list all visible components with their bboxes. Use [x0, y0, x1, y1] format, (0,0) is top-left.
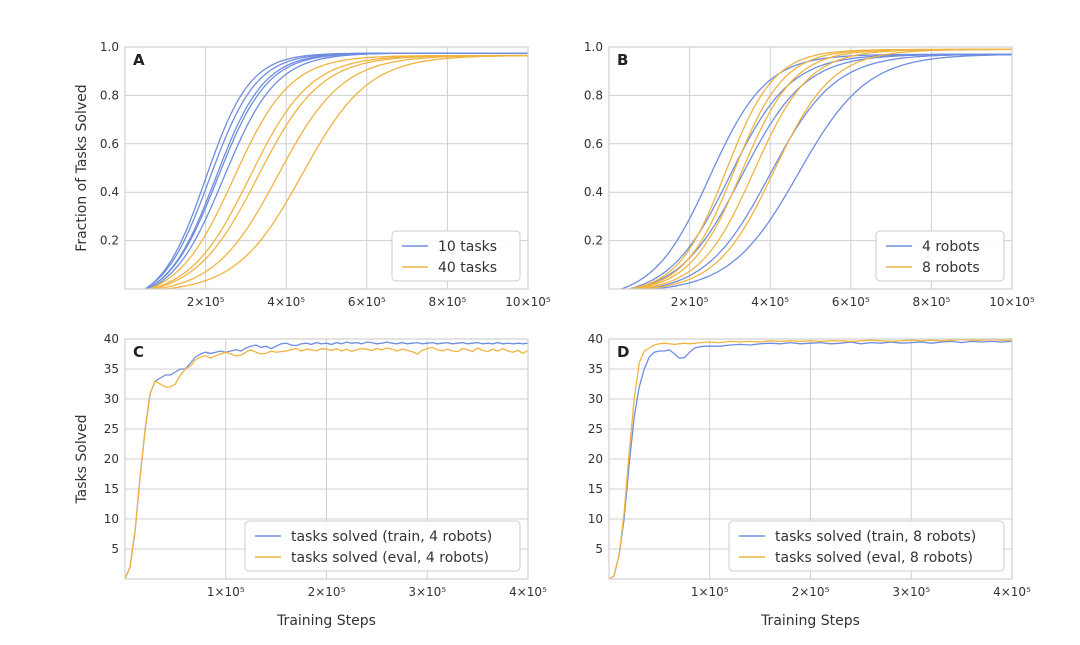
- legend-label: 40 tasks: [438, 260, 497, 276]
- x-tick-label: 6×10⁵: [832, 295, 870, 309]
- y-tick-label: 20: [588, 452, 603, 466]
- y-tick-label: 0.4: [584, 185, 603, 199]
- series-line-blue: [148, 52, 528, 289]
- plot-frame: [608, 338, 1013, 580]
- x-tick-label: 10×10⁵: [989, 295, 1035, 309]
- y-tick-label: 15: [104, 482, 119, 496]
- x-tick-label: 3×10⁵: [892, 585, 930, 599]
- x-tick-label: 8×10⁵: [913, 295, 951, 309]
- series-line-orange: [643, 48, 1012, 289]
- legend-label: 10 tasks: [438, 239, 497, 255]
- series-line-blue: [609, 340, 1012, 579]
- x-tick-label: 4×10⁵: [509, 585, 547, 599]
- y-axis-label: Fraction of Tasks Solved: [74, 84, 90, 251]
- y-tick-label: 0.8: [100, 88, 119, 102]
- x-tick-label: 2×10⁵: [792, 585, 830, 599]
- legend: 4 robots 8 robots: [875, 230, 1005, 282]
- legend-label: 8 robots: [922, 260, 980, 276]
- x-tick-label: 6×10⁵: [348, 295, 386, 309]
- legend-label: tasks solved (eval, 4 robots): [291, 550, 489, 566]
- x-tick-label: 3×10⁵: [408, 585, 446, 599]
- x-tick-label: 8×10⁵: [429, 295, 467, 309]
- y-tick-label: 0.4: [100, 185, 119, 199]
- legend-box: [875, 230, 1005, 282]
- panel-label: A: [133, 51, 145, 69]
- y-tick-label: 5: [595, 542, 603, 556]
- y-axis-label: Tasks Solved: [74, 414, 90, 504]
- panel-A: 2×10⁵ 4×10⁵ 6×10⁵ 8×10⁵ 10×10⁵ 0.2 0.4 0.6 0.8 1.…: [74, 40, 551, 309]
- x-tick-label: 2×10⁵: [187, 295, 225, 309]
- legend-label: tasks solved (eval, 8 robots): [775, 550, 973, 566]
- legend-label: tasks solved (train, 4 robots): [291, 529, 492, 545]
- legend-label: tasks solved (train, 8 robots): [775, 529, 976, 545]
- plot-frame: [124, 338, 529, 580]
- series-line-orange: [165, 55, 528, 289]
- series-line-orange: [157, 54, 528, 289]
- y-tick-label: 35: [104, 362, 119, 376]
- panel-label: D: [617, 343, 629, 361]
- series-line-blue: [653, 54, 1012, 289]
- x-tick-label: 2×10⁵: [308, 585, 346, 599]
- x-tick-label: 1×10⁵: [691, 585, 729, 599]
- x-tick-label: 4×10⁵: [993, 585, 1031, 599]
- y-tick-label: 40: [104, 332, 119, 346]
- panel-D: 1×10⁵ 2×10⁵ 3×10⁵ 4×10⁵ 5 10 15 20 25 30 35 40 D Trai…: [588, 332, 1031, 629]
- y-tick-label: 25: [104, 422, 119, 436]
- plot-frame: [124, 46, 529, 290]
- x-tick-label: 2×10⁵: [671, 295, 709, 309]
- series-line-orange: [609, 338, 1012, 579]
- series-line-blue: [645, 53, 1012, 289]
- y-tick-label: 1.0: [584, 40, 603, 54]
- legend-box: [728, 520, 1005, 572]
- panel-B: 2×10⁵ 4×10⁵ 6×10⁵ 8×10⁵ 10×10⁵ 0.2 0.4 0.6 0.8 1.…: [584, 40, 1035, 309]
- legend-box: [244, 520, 521, 572]
- y-tick-label: 5: [111, 542, 119, 556]
- panel-C: 1×10⁵ 2×10⁵ 3×10⁵ 4×10⁵ 5 10 15 20 25 30 35 40 C Task…: [74, 332, 547, 629]
- y-tick-label: 0.2: [100, 234, 119, 248]
- legend: tasks solved (train, 4 robots) tasks solv…: [244, 520, 521, 572]
- y-tick-label: 0.2: [584, 234, 603, 248]
- y-tick-label: 35: [588, 362, 603, 376]
- y-tick-label: 30: [104, 392, 119, 406]
- y-tick-label: 0.8: [584, 88, 603, 102]
- plot-frame: [608, 46, 1013, 290]
- y-tick-label: 20: [104, 452, 119, 466]
- y-tick-label: 0.6: [100, 137, 119, 151]
- series-line-orange: [125, 346, 528, 579]
- y-tick-label: 1.0: [100, 40, 119, 54]
- x-tick-label: 4×10⁵: [751, 295, 789, 309]
- y-tick-label: 10: [104, 512, 119, 526]
- y-tick-label: 15: [588, 482, 603, 496]
- x-axis-label: Training Steps: [760, 613, 860, 629]
- y-tick-label: 10: [588, 512, 603, 526]
- legend: tasks solved (train, 8 robots) tasks solv…: [728, 520, 1005, 572]
- x-tick-label: 1×10⁵: [207, 585, 245, 599]
- y-tick-label: 25: [588, 422, 603, 436]
- legend-box: [391, 230, 521, 282]
- panel-label: B: [617, 51, 628, 69]
- x-axis-label: Training Steps: [276, 613, 376, 629]
- legend: 10 tasks 40 tasks: [391, 230, 521, 282]
- y-tick-label: 30: [588, 392, 603, 406]
- series-line-blue: [125, 341, 528, 579]
- legend-label: 4 robots: [922, 239, 980, 255]
- panel-label: C: [133, 343, 144, 361]
- x-tick-label: 10×10⁵: [505, 295, 551, 309]
- x-tick-label: 4×10⁵: [267, 295, 305, 309]
- y-tick-label: 0.6: [584, 137, 603, 151]
- y-tick-label: 40: [588, 332, 603, 346]
